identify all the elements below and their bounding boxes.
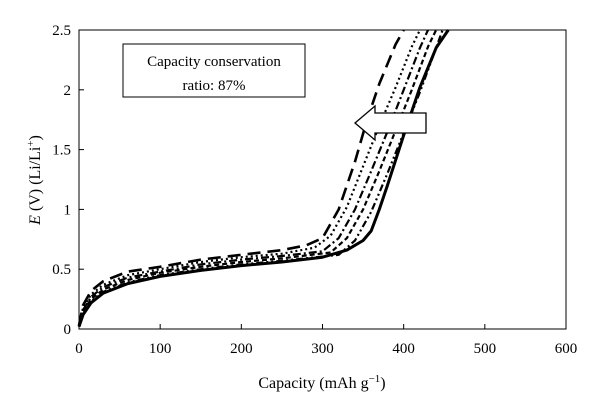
x-tick-label: 600 bbox=[555, 341, 578, 357]
x-axis-label: Capacity (mAh g−1) bbox=[258, 373, 385, 392]
x-tick-label: 500 bbox=[474, 341, 497, 357]
y-axis-label: E (V) (Li/Li+) bbox=[25, 135, 44, 226]
y-tick-label: 1.5 bbox=[52, 143, 71, 159]
x-tick-label: 400 bbox=[392, 341, 415, 357]
annotation-line-1: Capacity conservation bbox=[147, 54, 281, 70]
x-tick-label: 300 bbox=[311, 341, 334, 357]
y-tick-label: 1 bbox=[64, 202, 72, 218]
annotation-box: Capacity conservation ratio: 87% bbox=[122, 43, 306, 98]
series-line-6 bbox=[77, 29, 444, 327]
y-axis-ticks: 0 0.5 1 1.5 2 2.5 bbox=[52, 23, 84, 338]
y-tick-label: 2.5 bbox=[52, 23, 71, 39]
series-line-3 bbox=[77, 29, 421, 326]
plot-area: 0 100 200 300 400 500 600 0 0.5 1 1.5 2 2.5 bbox=[52, 23, 577, 357]
x-tick-label: 100 bbox=[149, 341, 172, 357]
x-tick-label: 200 bbox=[230, 341, 253, 357]
y-tick-label: 0 bbox=[64, 322, 72, 338]
annotation-line-2: ratio: 87% bbox=[183, 78, 246, 94]
series-line-2 bbox=[77, 29, 405, 326]
x-tick-label: 0 bbox=[75, 341, 83, 357]
arrow-left-icon bbox=[353, 104, 427, 142]
y-tick-label: 0.5 bbox=[52, 262, 71, 278]
y-tick-label: 2 bbox=[64, 83, 72, 99]
annotation-frame bbox=[122, 43, 306, 98]
x-axis-ticks: 0 100 200 300 400 500 600 bbox=[75, 324, 577, 357]
series-line-5 bbox=[77, 29, 438, 327]
